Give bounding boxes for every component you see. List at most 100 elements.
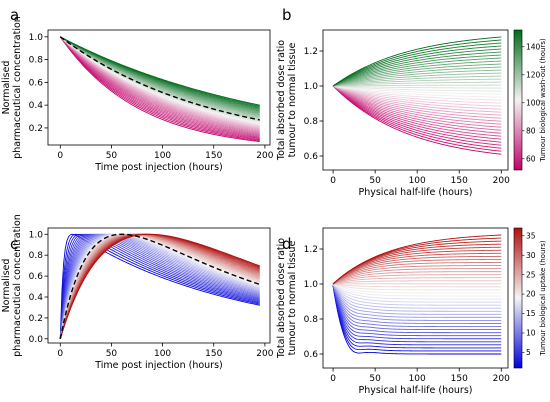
series-line xyxy=(332,284,502,309)
y-tick-label: 0.0 xyxy=(29,335,44,345)
y-tick-label: 1.2 xyxy=(304,245,318,255)
series-line xyxy=(332,234,502,285)
series-line xyxy=(332,252,502,285)
reference-dashed-line xyxy=(59,36,260,121)
y-tick-label: 0.4 xyxy=(29,101,44,111)
series-line xyxy=(59,233,260,339)
series-line xyxy=(59,233,260,339)
series-line xyxy=(332,285,502,343)
series-line xyxy=(332,285,502,346)
y-tick-label: 1.2 xyxy=(304,47,318,57)
series-line xyxy=(332,85,502,122)
y-tick-label: 0.8 xyxy=(29,56,44,66)
colorbar-tick-label: 25 xyxy=(526,270,536,279)
x-tick-label: 150 xyxy=(205,151,222,161)
series-line xyxy=(332,85,502,155)
series-line xyxy=(333,283,502,288)
series-line xyxy=(332,285,502,340)
x-tick-label: 0 xyxy=(57,349,63,359)
series-line xyxy=(59,233,260,339)
series-line xyxy=(332,283,502,294)
series-line xyxy=(332,283,502,303)
series-line xyxy=(59,233,260,339)
series-line xyxy=(59,36,260,135)
x-tick-label: 50 xyxy=(369,374,381,384)
panel-letter: a xyxy=(10,6,19,24)
x-axis-label: Time post injection (hours) xyxy=(94,162,223,173)
series-line xyxy=(333,85,502,89)
y-tick-label: 0.6 xyxy=(29,272,44,282)
series-line xyxy=(332,85,502,137)
series-line xyxy=(59,36,260,138)
series-line xyxy=(59,36,260,129)
series-line xyxy=(59,36,260,134)
series-line xyxy=(332,246,502,285)
series-line xyxy=(332,85,502,101)
x-axis-label: Physical half-life (hours) xyxy=(358,385,472,396)
series-line xyxy=(59,36,260,140)
series-line xyxy=(59,36,260,137)
series-line xyxy=(332,85,502,134)
series-line xyxy=(332,66,502,87)
series-line xyxy=(332,45,502,87)
y-axis-label: Total absorbed dose ratiotumour to norma… xyxy=(276,40,298,161)
series-line xyxy=(332,85,502,149)
x-tick-label: 100 xyxy=(154,151,171,161)
series-line xyxy=(59,36,260,127)
series-line xyxy=(333,75,502,87)
series-line xyxy=(332,85,502,128)
series-line xyxy=(333,85,502,98)
y-tick-label: 0.6 xyxy=(304,152,319,162)
series-line xyxy=(332,284,502,315)
series-line xyxy=(59,233,260,339)
series-line xyxy=(332,283,502,291)
colorbar-tick-label: 120 xyxy=(526,70,541,79)
x-tick-label: 0 xyxy=(330,374,336,384)
x-tick-label: 100 xyxy=(409,374,426,384)
series-line xyxy=(59,233,260,339)
panel-letter: c xyxy=(10,235,18,253)
x-tick-label: 0 xyxy=(57,151,63,161)
series-line xyxy=(332,284,502,318)
y-tick-label: 1.0 xyxy=(304,280,319,290)
series-line xyxy=(332,85,502,119)
series-line xyxy=(333,84,502,87)
series-line xyxy=(332,69,502,87)
x-tick-label: 150 xyxy=(451,374,468,384)
series-line xyxy=(59,233,260,339)
series-line xyxy=(59,233,260,339)
y-tick-label: 1.0 xyxy=(29,33,44,43)
colorbar-tick-label: 140 xyxy=(526,42,541,51)
series-line xyxy=(332,277,502,285)
series-line xyxy=(332,284,502,327)
x-tick-label: 150 xyxy=(451,176,468,186)
series-line xyxy=(332,285,502,352)
series-line xyxy=(332,283,502,300)
series-line xyxy=(332,284,502,312)
series-line xyxy=(333,81,502,87)
x-tick-label: 200 xyxy=(493,176,510,186)
y-axis-label: Total absorbed dose ratiotumour to norma… xyxy=(276,238,298,359)
series-line xyxy=(60,36,260,106)
x-tick-label: 200 xyxy=(256,349,273,359)
series-line xyxy=(333,280,502,285)
series-line xyxy=(59,233,260,339)
series-line xyxy=(59,36,260,131)
series-line xyxy=(333,85,502,92)
series-line xyxy=(59,36,260,128)
colorbar-tick-label: 5 xyxy=(526,348,531,357)
series-line xyxy=(59,36,260,136)
series-line xyxy=(59,233,260,339)
x-tick-label: 50 xyxy=(106,151,118,161)
panel-c: 0 50 100 150 200 0.0 0.2 0.4 0.6 0.8 1.0 Time post … xyxy=(1,214,274,371)
series-line xyxy=(332,274,502,285)
series-line xyxy=(332,255,502,285)
panel-d: 0 50 100 150 200 0.6 0.8 1.0 1.2 Physical half-li… xyxy=(276,227,510,396)
y-tick-label: 1.0 xyxy=(304,82,319,92)
series-line xyxy=(59,233,260,339)
series-line xyxy=(59,36,260,142)
x-tick-label: 50 xyxy=(369,176,381,186)
curve-family xyxy=(332,234,502,355)
y-tick-label: 0.8 xyxy=(29,251,44,261)
